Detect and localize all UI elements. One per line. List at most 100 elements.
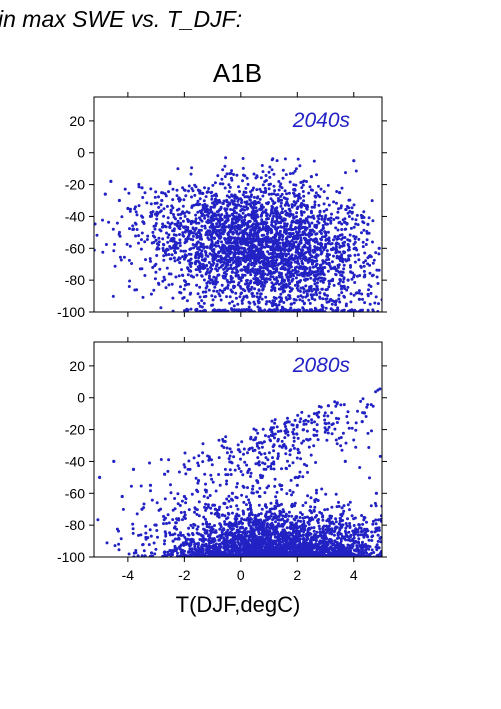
scatter-point xyxy=(308,185,312,189)
scatter-point xyxy=(256,215,260,219)
scatter-point xyxy=(205,264,209,268)
scatter-point xyxy=(196,545,200,549)
scatter-point xyxy=(290,505,294,509)
scatter-point xyxy=(321,235,324,239)
scatter-point xyxy=(304,284,308,288)
scatter-point xyxy=(312,216,316,220)
scatter-point xyxy=(252,195,256,199)
scatter-point xyxy=(200,214,204,218)
scatter-point xyxy=(155,214,159,217)
scatter-point xyxy=(250,224,254,228)
scatter-point xyxy=(295,219,299,223)
scatter-point xyxy=(202,246,206,250)
scatter-point xyxy=(182,257,186,261)
scatter-point xyxy=(360,292,364,296)
scatter-point xyxy=(162,254,166,258)
scatter-point xyxy=(282,226,286,229)
scatter-point xyxy=(331,299,335,303)
scatter-point xyxy=(335,190,339,193)
scatter-point xyxy=(314,232,318,236)
scatter-point xyxy=(209,216,213,220)
scatter-point xyxy=(129,207,132,211)
scatter-point xyxy=(321,280,325,284)
point-cloud xyxy=(96,387,382,557)
scatter-point xyxy=(329,307,333,311)
scatter-point xyxy=(169,272,173,276)
scatter-point xyxy=(355,274,359,278)
scatter-point xyxy=(268,300,271,303)
scatter-point xyxy=(194,217,198,221)
scatter-point xyxy=(326,294,329,298)
scatter-point xyxy=(203,216,207,220)
scatter-point xyxy=(261,170,265,174)
scatter-point xyxy=(315,293,319,297)
scatter-point xyxy=(179,543,183,547)
scatter-point xyxy=(269,467,273,471)
scatter-point xyxy=(317,203,321,207)
scatter-point xyxy=(283,222,287,226)
scatter-point xyxy=(212,229,215,232)
scatter-point xyxy=(215,225,218,228)
scatter-point xyxy=(206,236,210,240)
scatter-point xyxy=(179,249,183,253)
scatter-point xyxy=(203,224,207,228)
scatter-point xyxy=(223,266,227,270)
scatter-point xyxy=(181,186,185,190)
scatter-point xyxy=(359,213,363,217)
scatter-point xyxy=(209,263,213,267)
scatter-point xyxy=(176,551,179,555)
scatter-point xyxy=(185,210,189,214)
scatter-point xyxy=(371,404,375,408)
scatter-point xyxy=(319,267,323,271)
scatter-point xyxy=(294,201,298,205)
y-tick-label: -60 xyxy=(65,240,85,256)
scatter-point xyxy=(228,195,231,199)
scatter-point xyxy=(289,226,292,230)
scatter-point xyxy=(367,547,371,551)
scatter-point xyxy=(359,264,363,268)
scatter-point xyxy=(305,289,308,293)
scatter-point xyxy=(227,190,231,194)
scatter-point xyxy=(254,279,258,283)
scatter-point xyxy=(321,305,325,309)
scatter-point xyxy=(246,247,250,251)
scatter-point xyxy=(309,276,313,280)
scatter-point xyxy=(241,157,245,160)
scatter-point xyxy=(308,268,312,272)
scatter-point xyxy=(211,201,214,205)
scatter-point xyxy=(185,282,189,286)
scatter-point xyxy=(296,284,300,288)
scatter-point xyxy=(338,279,342,283)
scatter-point xyxy=(316,247,319,251)
scatter-point xyxy=(285,526,289,530)
scatter-point xyxy=(287,232,291,235)
scatter-point xyxy=(342,504,346,508)
scatter-point xyxy=(244,503,248,507)
scatter-point xyxy=(312,230,316,234)
scatter-point xyxy=(253,287,257,291)
scatter-point xyxy=(226,263,230,267)
scatter-point xyxy=(186,237,190,241)
scatter-point xyxy=(202,278,206,282)
scatter-point xyxy=(344,171,347,175)
scatter-point xyxy=(140,267,144,271)
scatter-point xyxy=(210,525,214,529)
scatter-point xyxy=(313,200,317,204)
scatter-point xyxy=(257,227,261,231)
scatter-point xyxy=(219,259,223,263)
scatter-point xyxy=(291,237,295,241)
scatter-point xyxy=(230,276,234,280)
scatter-point xyxy=(275,241,279,245)
scatter-point xyxy=(288,464,291,468)
scatter-point xyxy=(276,199,280,203)
scatter-point xyxy=(280,275,284,279)
scatter-point xyxy=(155,254,159,257)
scatter-point xyxy=(311,188,314,192)
scatter-point xyxy=(277,237,281,241)
scatter-point xyxy=(322,209,326,213)
scatter-point xyxy=(239,256,243,260)
scatter-point xyxy=(269,240,273,244)
scatter-point xyxy=(223,467,227,471)
scatter-point xyxy=(356,223,360,227)
scatter-point xyxy=(229,256,233,260)
